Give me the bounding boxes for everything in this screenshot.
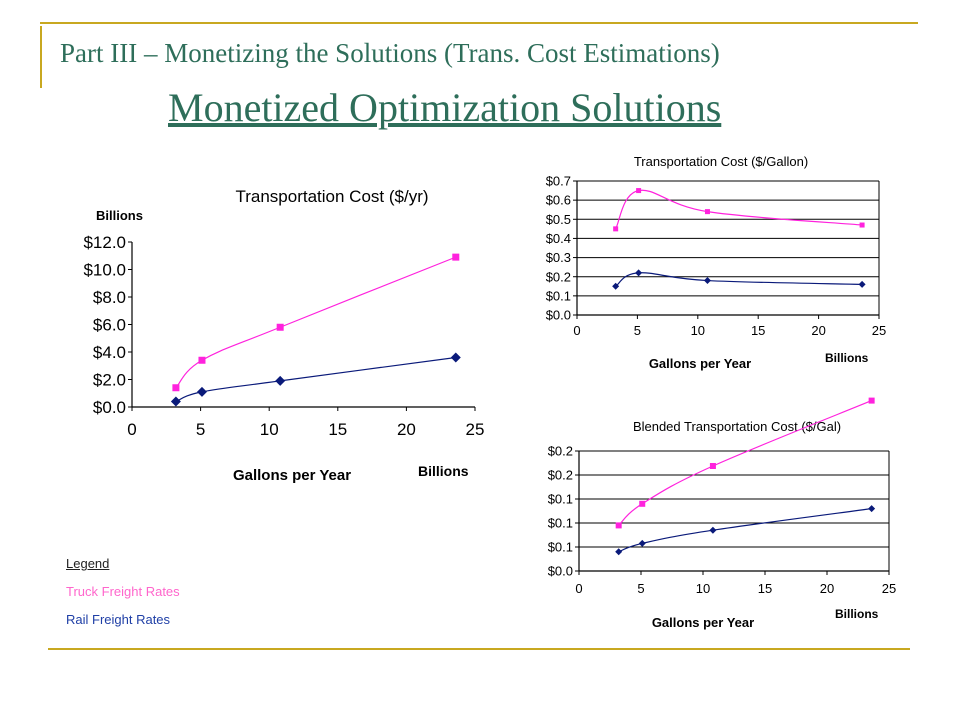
series-line-rail (615, 272, 863, 287)
chart-title: Blended Transportation Cost ($/Gal) (633, 419, 841, 434)
data-point-rail (638, 539, 646, 547)
part-title: Part III – Monetizing the Solutions (Tra… (60, 38, 720, 68)
legend: Legend Truck Freight Rates Rail Freight … (66, 550, 180, 634)
data-point-truck (172, 384, 180, 392)
data-point-rail (709, 526, 717, 534)
y-tick-label: $0.1 (548, 516, 573, 531)
y-tick-label: $0.1 (546, 288, 571, 303)
data-point-truck (613, 226, 619, 232)
data-point-truck (859, 222, 865, 228)
y-tick-label: $0.2 (546, 269, 571, 284)
data-point-rail (612, 282, 620, 290)
chart-cost-per-gallon: Transportation Cost ($/Gallon) Gallons p… (546, 154, 887, 371)
chart-blended-cost: Blended Transportation Cost ($/Gal) Gall… (548, 397, 896, 630)
chart-title: Transportation Cost ($/yr) (235, 187, 428, 206)
series-line-rail (618, 508, 872, 553)
data-point-rail (275, 375, 286, 386)
data-point-truck (868, 397, 875, 404)
main-title: Monetized Optimization Solutions (168, 85, 722, 130)
data-point-truck (276, 323, 284, 331)
x-tick-label: 0 (573, 323, 580, 338)
series-line-truck (175, 256, 457, 389)
data-point-truck (636, 188, 642, 194)
x-tick-label: 5 (637, 581, 644, 596)
x-tick-label: 10 (260, 420, 279, 439)
x-axis-label: Gallons per Year (649, 356, 751, 371)
y-tick-label: $0.0 (93, 398, 126, 417)
x-tick-label: 20 (811, 323, 825, 338)
x-tick-label: 25 (466, 420, 485, 439)
x-unit-label: Billions (835, 607, 879, 621)
data-point-truck (709, 463, 716, 469)
data-point-truck (639, 500, 646, 507)
data-point-rail (450, 352, 461, 363)
data-point-rail (703, 277, 711, 285)
chart-title: Transportation Cost ($/Gallon) (634, 154, 808, 169)
x-tick-label: 10 (696, 581, 710, 596)
data-point-rail (635, 269, 643, 277)
data-point-rail (196, 386, 207, 397)
y-tick-label: $10.0 (83, 260, 126, 279)
data-point-rail (868, 505, 876, 513)
y-tick-label: $0.3 (546, 250, 571, 265)
x-tick-label: 20 (820, 581, 834, 596)
left-accent-rule (40, 26, 42, 88)
y-tick-label: $0.6 (546, 193, 571, 208)
data-point-rail (170, 396, 181, 407)
x-tick-label: 20 (397, 420, 416, 439)
x-tick-label: 0 (575, 581, 582, 596)
y-tick-label: $0.1 (548, 540, 573, 555)
y-tick-label: $0.0 (548, 564, 573, 579)
series-line-truck (615, 189, 863, 230)
y-tick-label: $6.0 (93, 315, 126, 334)
x-axis-label: Gallons per Year (652, 615, 754, 630)
y-tick-label: $0.7 (546, 174, 571, 189)
y-tick-label: $0.1 (548, 492, 573, 507)
series-line-rail (175, 356, 456, 403)
bottom-rule (48, 648, 910, 650)
legend-item-rail: Rail Freight Rates (66, 612, 171, 627)
x-tick-label: 10 (691, 323, 705, 338)
x-tick-label: 15 (758, 581, 772, 596)
data-point-truck (615, 522, 622, 529)
y-tick-label: $2.0 (93, 370, 126, 389)
legend-item-truck: Truck Freight Rates (66, 584, 180, 599)
y-tick-label: $0.2 (548, 468, 573, 483)
y-tick-label: $4.0 (93, 343, 126, 362)
x-unit-label: Billions (825, 351, 869, 365)
y-tick-label: $0.0 (546, 308, 571, 323)
y-tick-label: $8.0 (93, 288, 126, 307)
x-tick-label: 15 (328, 420, 347, 439)
top-rule (40, 22, 918, 24)
x-tick-label: 25 (882, 581, 896, 596)
x-unit-label: Billions (418, 463, 469, 479)
data-point-truck (704, 209, 710, 215)
y-unit-label: Billions (96, 208, 143, 223)
data-point-truck (452, 253, 460, 261)
x-tick-label: 25 (872, 323, 886, 338)
y-tick-label: $0.4 (546, 231, 571, 246)
y-tick-label: $0.2 (548, 444, 573, 459)
data-point-rail (615, 548, 623, 556)
legend-heading: Legend (66, 556, 110, 571)
y-tick-label: $12.0 (83, 233, 126, 252)
x-tick-label: 15 (751, 323, 765, 338)
x-tick-label: 5 (634, 323, 641, 338)
data-point-rail (858, 280, 866, 288)
y-tick-label: $0.5 (546, 212, 571, 227)
x-tick-label: 5 (196, 420, 205, 439)
x-axis-label: Gallons per Year (233, 467, 351, 484)
x-tick-label: 0 (127, 420, 136, 439)
chart-annual-cost: Transportation Cost ($/yr) Billions Gall… (83, 187, 485, 484)
series-line-truck (618, 400, 872, 526)
data-point-truck (198, 356, 206, 364)
